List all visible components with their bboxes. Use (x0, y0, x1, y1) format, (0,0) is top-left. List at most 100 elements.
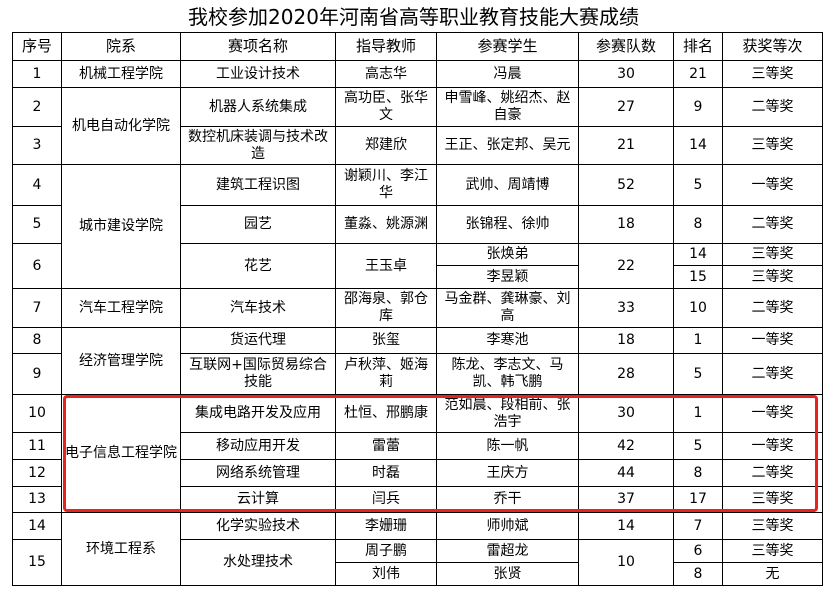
table-row: 5 园艺 董淼、姚源渊 张锦程、徐帅 18 8 二等奖 (12, 205, 823, 244)
cell-rank: 10 (673, 288, 723, 328)
cell-students: 申雪峰、姚绍杰、赵自豪 (436, 87, 579, 127)
cell-rank: 15 (673, 265, 723, 289)
table-row: 1 机械工程学院 工业设计技术 高志华 冯晨 30 21 三等奖 (12, 60, 823, 88)
cell-teams: 42 (578, 432, 674, 460)
cell-award: 三等奖 (722, 126, 823, 165)
cell-teacher: 刘伟 (335, 562, 437, 586)
cell-rank: 9 (673, 87, 723, 127)
cell-award: 三等奖 (722, 539, 823, 563)
cell-award: 三等奖 (722, 486, 823, 513)
cell-no: 5 (12, 205, 62, 244)
cell-no: 3 (12, 126, 62, 165)
table-row: 2 机电自动化学院 机器人系统集成 高功臣、张华文 申雪峰、姚绍杰、赵自豪 27… (12, 87, 823, 165)
cell-event: 移动应用开发 (180, 432, 336, 460)
results-table: 序号 院系 赛项名称 指导教师 参赛学生 参赛队数 排名 获奖等次 1 机械工程… (12, 32, 823, 586)
cell-rank: 6 (673, 539, 723, 563)
cell-teacher: 邵海泉、郭仓库 (335, 288, 437, 328)
cell-rank: 21 (673, 60, 723, 88)
cell-students: 马金群、龚琳豪、刘高 (436, 288, 579, 328)
cell-no: 8 (12, 327, 62, 354)
cell-students: 陈一帆 (436, 432, 579, 460)
table-row: 10 电子信息工程学院 集成电路开发及应用 杜恒、邢鹏康 范如晨、段相前、张浩宇… (12, 394, 823, 513)
cell-dept: 汽车工程学院 (61, 288, 181, 328)
cell-award: 三等奖 (722, 243, 823, 266)
cell-teams: 27 (578, 87, 674, 127)
cell-event: 花艺 (180, 243, 336, 289)
cell-students: 武帅、周靖博 (436, 164, 579, 206)
cell-rank: 1 (673, 394, 723, 433)
cell-award: 三等奖 (722, 265, 823, 289)
cell-no: 10 (12, 394, 62, 433)
cell-teacher: 时磊 (335, 459, 437, 487)
cell-dept: 电子信息工程学院 (61, 394, 181, 513)
cell-teacher: 雷蕾 (335, 432, 437, 460)
cell-students: 冯晨 (436, 60, 579, 88)
cell-no: 6 (12, 243, 62, 289)
cell-no: 1 (12, 60, 62, 88)
cell-rank: 8 (673, 205, 723, 244)
cell-teams: 52 (578, 164, 674, 206)
table-row: 7 汽车工程学院 汽车技术 邵海泉、郭仓库 马金群、龚琳豪、刘高 33 10 二… (12, 288, 823, 328)
cell-students: 陈龙、李志文、马凯、韩飞鹏 (436, 353, 579, 395)
cell-event: 云计算 (180, 486, 336, 513)
cell-teams: 14 (578, 512, 674, 540)
cell-teams: 21 (578, 126, 674, 165)
cell-event: 水处理技术 (180, 539, 336, 586)
cell-students: 李寒池 (436, 327, 579, 354)
header-award: 获奖等次 (722, 32, 823, 61)
cell-event: 集成电路开发及应用 (180, 394, 336, 433)
cell-students: 乔干 (436, 486, 579, 513)
cell-teacher: 高志华 (335, 60, 437, 88)
header-dept: 院系 (61, 32, 181, 61)
cell-students: 张焕弟 (436, 243, 579, 266)
cell-dept: 经济管理学院 (61, 327, 181, 395)
cell-award: 一等奖 (722, 432, 823, 460)
cell-event: 化学实验技术 (180, 512, 336, 540)
header-teacher: 指导教师 (335, 32, 437, 61)
cell-teacher: 董淼、姚源渊 (335, 205, 437, 244)
table-row: 8 经济管理学院 货运代理 张玺 李寒池 18 1 一等奖 (12, 327, 823, 395)
cell-students: 范如晨、段相前、张浩宇 (436, 394, 579, 433)
cell-award: 一等奖 (722, 327, 823, 354)
cell-no: 15 (12, 539, 62, 586)
cell-students: 王庆方 (436, 459, 579, 487)
cell-rank: 17 (673, 486, 723, 513)
cell-event: 互联网+国际贸易综合技能 (180, 353, 336, 395)
cell-rank: 14 (673, 126, 723, 165)
cell-students: 李昱颖 (436, 265, 579, 289)
cell-teacher: 周子鹏 (335, 539, 437, 563)
header-teams: 参赛队数 (578, 32, 674, 61)
cell-teacher: 谢颖川、李江华 (335, 164, 437, 206)
cell-rank: 8 (673, 562, 723, 586)
cell-teams: 30 (578, 394, 674, 433)
cell-rank: 8 (673, 459, 723, 487)
cell-dept: 机械工程学院 (61, 60, 181, 88)
cell-event: 网络系统管理 (180, 459, 336, 487)
cell-teacher: 王玉卓 (335, 243, 437, 289)
cell-award: 一等奖 (722, 164, 823, 206)
header-no: 序号 (12, 32, 62, 61)
cell-teacher: 张玺 (335, 327, 437, 354)
cell-teams: 33 (578, 288, 674, 328)
cell-event: 机器人系统集成 (180, 87, 336, 127)
header-row: 序号 院系 赛项名称 指导教师 参赛学生 参赛队数 排名 获奖等次 (12, 32, 823, 61)
cell-award: 二等奖 (722, 353, 823, 395)
table-row: 4 城市建设学院 建筑工程识图 谢颖川、李江华 武帅、周靖博 52 5 一等奖 (12, 164, 823, 289)
page-title: 我校参加2020年河南省高等职业教育技能大赛成绩 (188, 5, 639, 29)
cell-award: 二等奖 (722, 87, 823, 127)
table-subrow: 刘伟 张贤 8 无 (13, 562, 823, 586)
cell-no: 4 (12, 164, 62, 206)
table-row: 3 数控机床装调与技术改造 郑建欣 王正、张定邦、吴元 21 14 三等奖 (12, 126, 823, 165)
cell-event: 工业设计技术 (180, 60, 336, 88)
header-students: 参赛学生 (436, 32, 579, 61)
cell-students: 王正、张定邦、吴元 (436, 126, 579, 165)
cell-teacher: 闫兵 (335, 486, 437, 513)
cell-teacher: 高功臣、张华文 (335, 87, 437, 127)
cell-teams: 28 (578, 353, 674, 395)
cell-teacher: 郑建欣 (335, 126, 437, 165)
cell-dept: 机电自动化学院 (61, 87, 181, 165)
cell-teacher: 卢秋萍、姬海莉 (335, 353, 437, 395)
cell-event: 园艺 (180, 205, 336, 244)
table-row: 12 网络系统管理 时磊 王庆方 44 8 二等奖 (12, 459, 823, 487)
cell-rank: 5 (673, 164, 723, 206)
